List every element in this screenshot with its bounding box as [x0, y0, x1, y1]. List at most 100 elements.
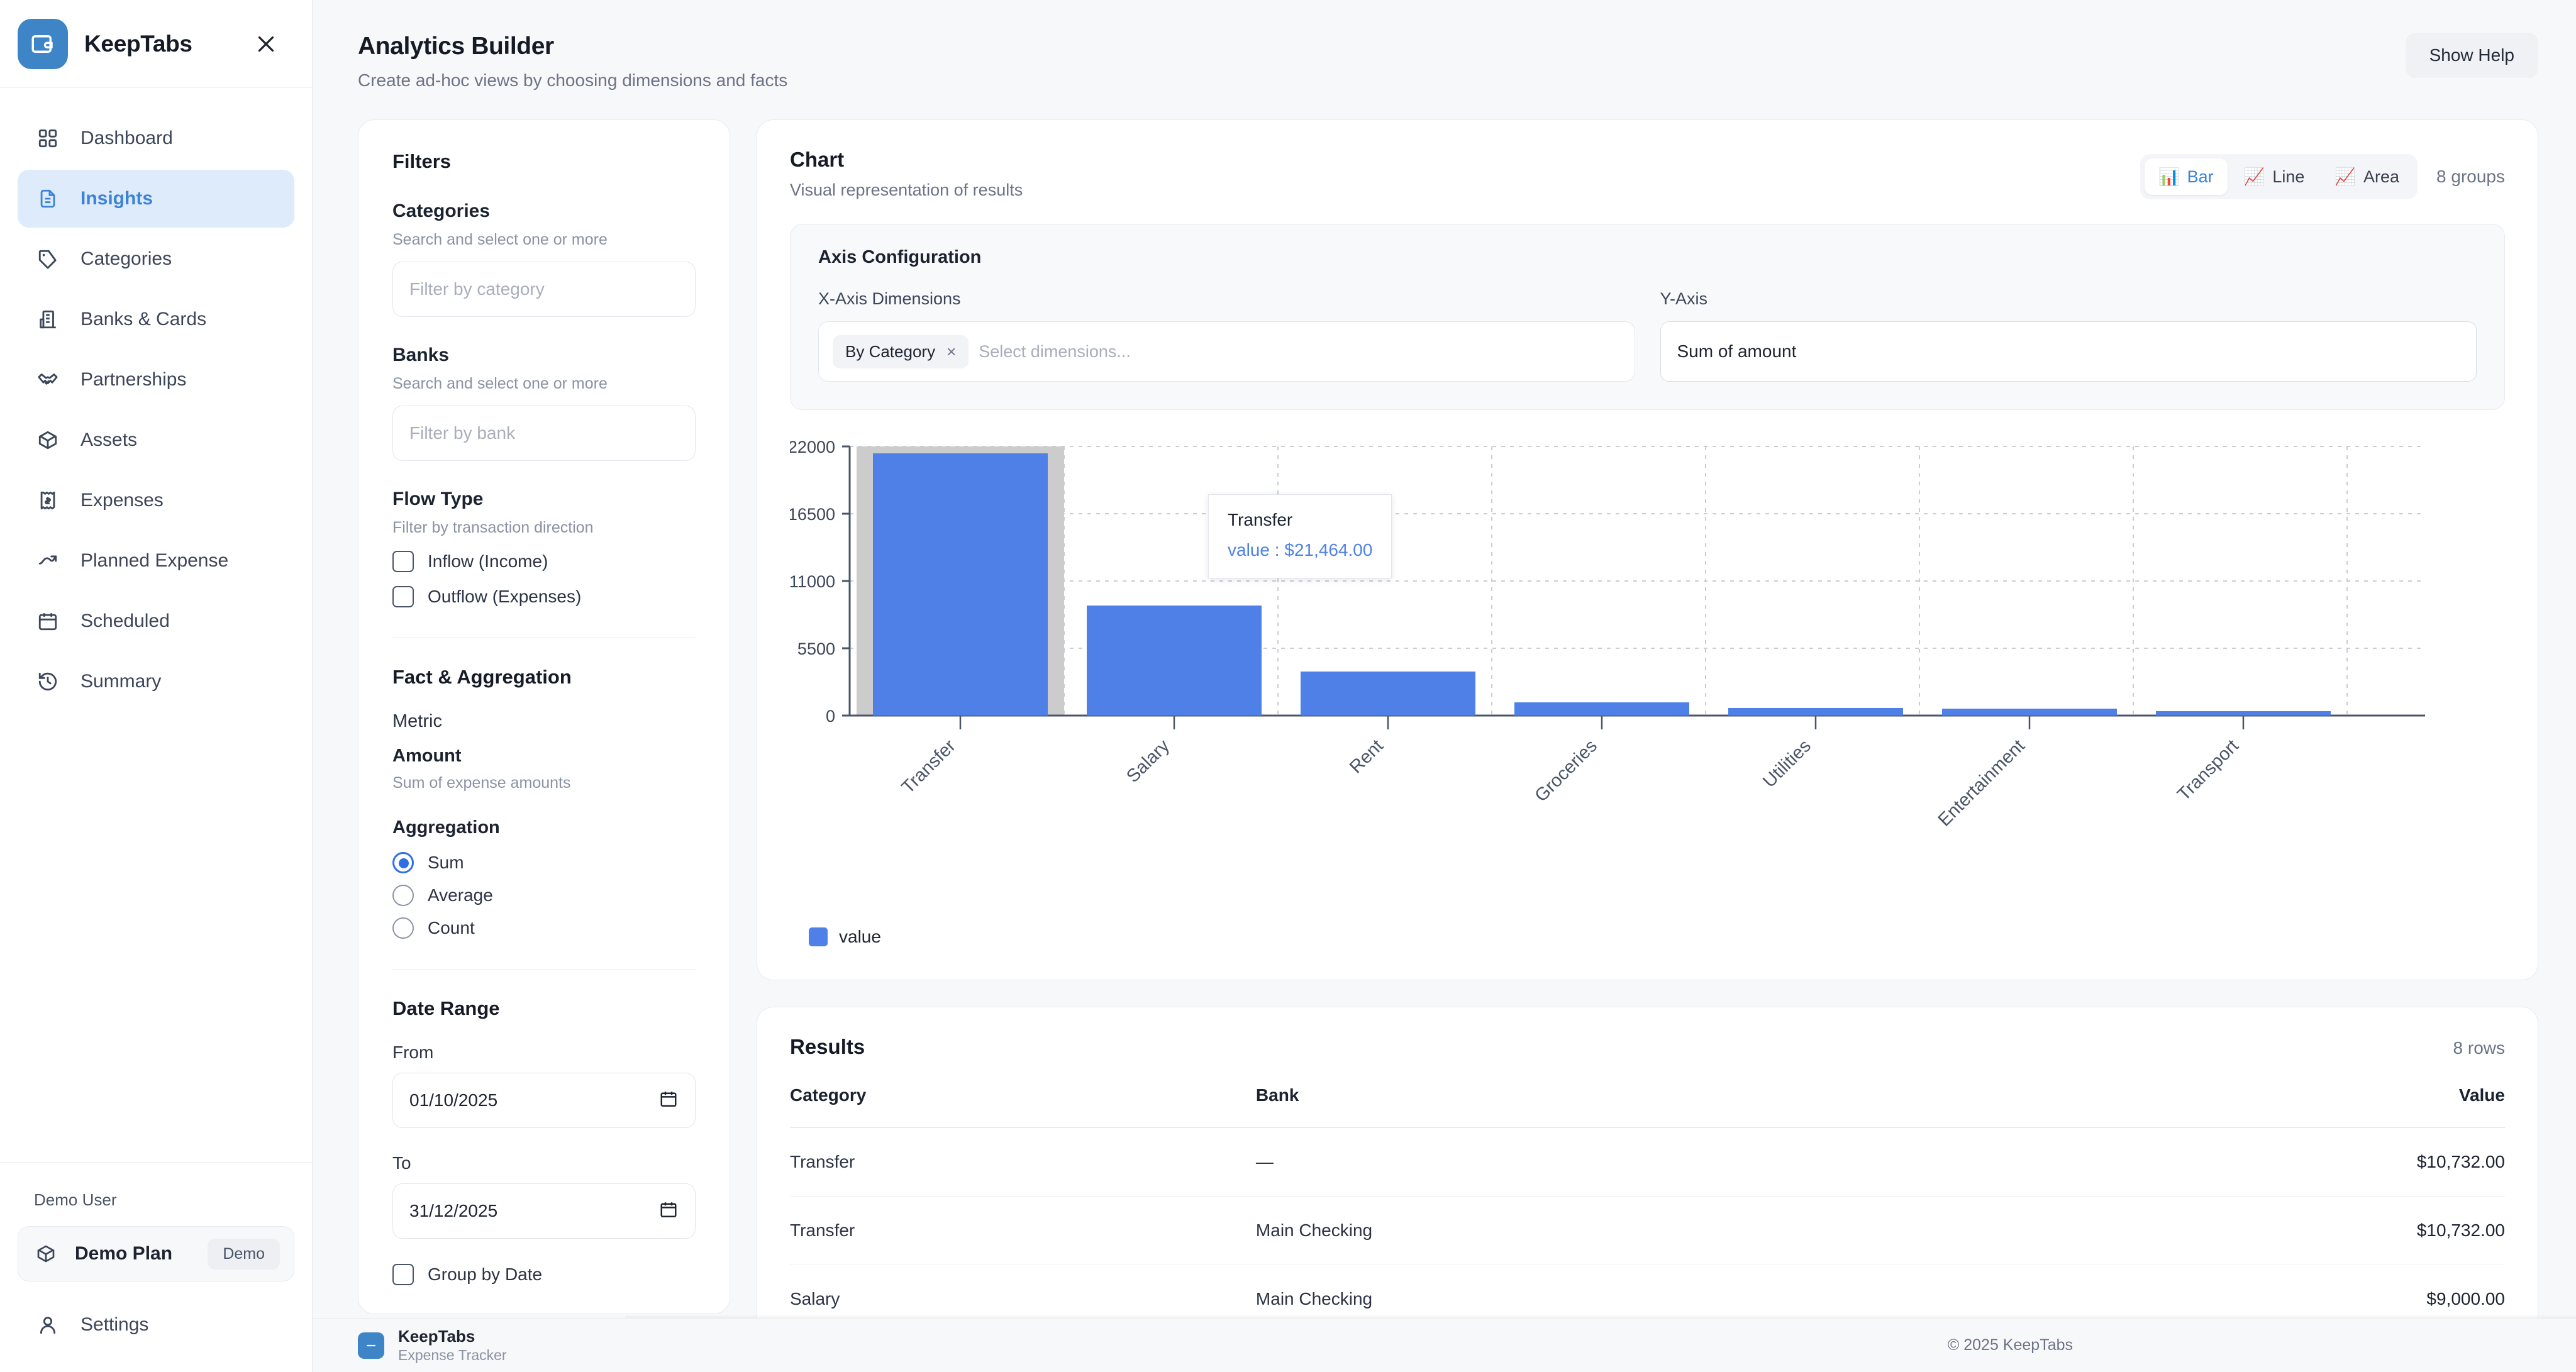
y-axis-select[interactable]: Sum of amount — [1660, 321, 2477, 382]
sidebar-item-label: Dashboard — [80, 128, 173, 148]
svg-text:22000: 22000 — [790, 438, 835, 456]
date-to-input[interactable] — [392, 1183, 696, 1239]
tooltip-title: Transfer — [1228, 510, 1293, 529]
bank-filter-input[interactable] — [392, 406, 696, 461]
grid-icon — [34, 124, 62, 152]
checkbox-outflow[interactable]: Outflow (Expenses) — [392, 586, 696, 607]
column-header-value[interactable]: Value — [1967, 1085, 2505, 1128]
results-table: Category Bank Value Transfer — $10,732.0… — [790, 1085, 2505, 1334]
sidebar-item-label: Categories — [80, 248, 172, 269]
date-from-wrapper — [392, 1073, 696, 1128]
date-from-input[interactable] — [392, 1073, 696, 1128]
aggregation-label: Aggregation — [392, 817, 500, 838]
svg-text:Rent: Rent — [1346, 736, 1387, 777]
page-header: Analytics Builder Create ad-hoc views by… — [313, 0, 2576, 91]
dimension-chip[interactable]: By Category × — [833, 335, 969, 368]
radio-button — [392, 917, 414, 939]
radio-average[interactable]: Average — [392, 885, 696, 906]
y-axis-value: Sum of amount — [1677, 341, 1797, 361]
column-header-category[interactable]: Category — [790, 1085, 1256, 1128]
radio-button — [392, 885, 414, 906]
app-brand-name: KeepTabs — [84, 30, 192, 57]
sidebar-item-assets[interactable]: Assets — [18, 411, 294, 469]
svg-text:Groceries: Groceries — [1531, 736, 1601, 806]
category-filter-input[interactable] — [392, 262, 696, 317]
chart-plot-area: 22000 16500 11000 5500 0 — [790, 434, 2505, 918]
cell-category: Transfer — [790, 1196, 1256, 1265]
close-icon[interactable]: × — [947, 341, 957, 361]
user-icon — [34, 1311, 62, 1339]
sidebar-item-label: Expenses — [80, 490, 164, 511]
checkbox-group-by-date[interactable]: Group by Date — [392, 1264, 696, 1285]
chart-type-label: Bar — [2187, 167, 2214, 186]
handshake-icon — [34, 366, 62, 394]
checkbox-inflow[interactable]: Inflow (Income) — [392, 551, 696, 572]
sidebar-item-planned-expense[interactable]: Planned Expense — [18, 532, 294, 590]
plan-card[interactable]: Demo Plan Demo — [18, 1226, 294, 1281]
table-row[interactable]: Transfer Main Checking $10,732.00 — [790, 1196, 2505, 1265]
chart-type-line-button[interactable]: 📈 Line — [2230, 158, 2319, 195]
page-footer: KeepTabs Expense Tracker © 2025 KeepTabs — [313, 1318, 2576, 1372]
radio-sum[interactable]: Sum — [392, 852, 696, 873]
results-title: Results — [790, 1035, 865, 1058]
svg-text:Entertainment: Entertainment — [1935, 736, 2029, 830]
sidebar-item-categories[interactable]: Categories — [18, 230, 294, 288]
x-axis-dimensions-input[interactable]: By Category × Select dimensions... — [818, 321, 1635, 382]
svg-text:16500: 16500 — [790, 505, 835, 524]
sidebar-footer: Demo User Demo Plan Demo Settings — [0, 1162, 312, 1372]
bank-icon — [34, 306, 62, 333]
checkbox-label: Inflow (Income) — [428, 551, 548, 571]
legend-swatch — [809, 927, 828, 946]
chart-tooltip: Transfer value : $21,464.00 — [1208, 494, 1392, 578]
chart-type-bar-button[interactable]: 📊 Bar — [2145, 158, 2228, 195]
cell-bank: Main Checking — [1255, 1196, 1967, 1265]
sidebar-item-settings[interactable]: Settings — [18, 1303, 294, 1347]
sidebar-item-partnerships[interactable]: Partnerships — [18, 351, 294, 409]
date-from-label: From — [392, 1043, 434, 1062]
bar-groceries — [1514, 702, 1689, 716]
tooltip-value: value : $21,464.00 — [1228, 540, 1373, 560]
sidebar-item-expenses[interactable]: Expenses — [18, 472, 294, 529]
sidebar-item-insights[interactable]: Insights — [18, 170, 294, 228]
flow-type-label: Flow Type — [392, 489, 484, 509]
bar-transfer — [873, 453, 1048, 716]
line-chart-icon: 📈 — [2243, 167, 2265, 186]
x-axis-label: X-Axis Dimensions — [818, 289, 961, 308]
sidebar-item-summary[interactable]: Summary — [18, 653, 294, 711]
radio-label: Sum — [428, 853, 464, 872]
page-subtitle: Create ad-hoc views by choosing dimensio… — [358, 70, 788, 90]
date-range-title: Date Range — [392, 997, 500, 1019]
chart-y-ticks — [842, 445, 850, 717]
footer-tagline: Expense Tracker — [398, 1347, 507, 1364]
close-icon[interactable] — [248, 26, 284, 62]
bar-entertainment — [1942, 709, 2117, 716]
calendar-icon — [34, 607, 62, 635]
table-row[interactable]: Transfer — $10,732.00 — [790, 1127, 2505, 1197]
chart-panel: Chart Visual representation of results 📊… — [757, 119, 2538, 980]
content-columns: Filters Categories Search and select one… — [313, 91, 2576, 1334]
box-icon — [34, 426, 62, 454]
sidebar-item-label: Settings — [80, 1314, 149, 1335]
sidebar-item-scheduled[interactable]: Scheduled — [18, 592, 294, 650]
sidebar-item-label: Insights — [80, 188, 153, 209]
table-header-row: Category Bank Value — [790, 1085, 2505, 1128]
sidebar-item-label: Assets — [80, 429, 138, 450]
sidebar-item-banks-and-cards[interactable]: Banks & Cards — [18, 290, 294, 348]
chart-title: Chart — [790, 148, 845, 171]
svg-text:Transfer: Transfer — [898, 736, 960, 797]
radio-count[interactable]: Count — [392, 917, 696, 939]
divider — [392, 969, 696, 970]
show-help-button[interactable]: Show Help — [2405, 33, 2538, 78]
chart-type-area-button[interactable]: 📈 Area — [2321, 158, 2413, 195]
chart-y-tick-labels: 22000 16500 11000 5500 0 — [790, 438, 835, 726]
svg-text:Salary: Salary — [1123, 736, 1174, 787]
sidebar-spacer — [0, 711, 312, 1162]
svg-text:0: 0 — [826, 707, 835, 726]
area-chart-icon: 📈 — [2334, 167, 2356, 186]
plan-name: Demo Plan — [75, 1243, 173, 1264]
sidebar-item-dashboard[interactable]: Dashboard — [18, 109, 294, 167]
chart-header: Chart Visual representation of results 📊… — [790, 148, 2505, 200]
column-header-bank[interactable]: Bank — [1255, 1085, 1967, 1128]
checkbox-label: Outflow (Expenses) — [428, 587, 582, 606]
